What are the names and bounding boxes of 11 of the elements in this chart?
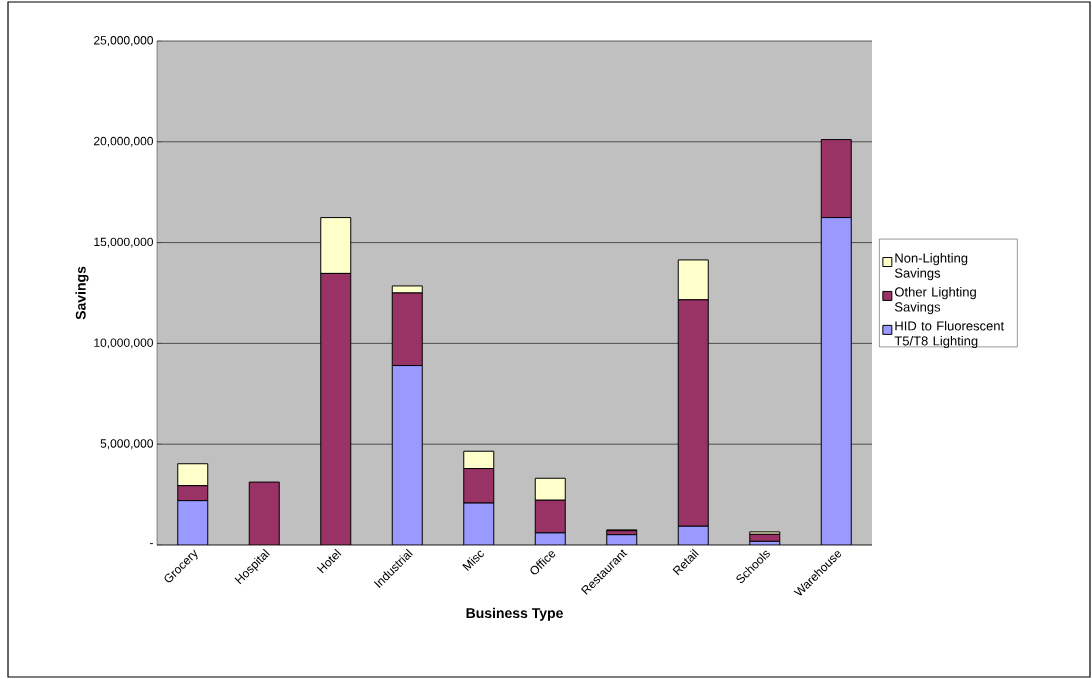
legend-label: Other Lighting Savings xyxy=(894,287,976,315)
y-tick-label: 15,000,000 xyxy=(94,237,153,248)
x-axis-title: Business Type xyxy=(466,607,563,621)
y-tick-label: - xyxy=(150,543,153,545)
y-axis-title: Savings xyxy=(75,266,89,320)
legend-label: Non-Lighting Savings xyxy=(894,253,968,281)
y-tick-label: 5,000,000 xyxy=(100,439,154,450)
y-tick-label: 20,000,000 xyxy=(94,136,153,147)
y-tick-label: 10,000,000 xyxy=(94,338,153,349)
y-tick-label: 25,000,000 xyxy=(94,36,153,46)
legend-label: HID to Fluorescent T5/T8 Lighting xyxy=(894,320,1005,349)
